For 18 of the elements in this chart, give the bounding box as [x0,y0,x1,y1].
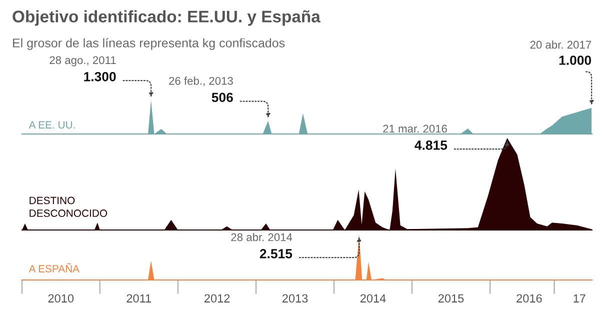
series-label: A ESPAÑA [28,263,80,272]
annotation: 20 abr. 2017 1.000 [530,40,592,65]
annotation: 26 feb., 2013 506 [169,76,233,102]
x-tick-label: 2011 [126,294,151,303]
chart-subtitle: El grosor de las líneas representa kg confiscados [13,38,285,50]
series-label: DESTINO DESCONOCIDO [30,196,108,217]
annotation: 28 ago., 2011 1.300 [50,56,116,82]
x-tick-label: 2014 [360,294,386,303]
annotation: 28 abr. 2014 2.515 [231,232,292,258]
x-tick-label: 2016 [516,294,542,303]
chart-title: Objetivo identificado: EE.UU. y España [12,10,320,26]
x-tick-label: 17 [574,294,586,302]
x-tick-label: 2015 [438,294,464,303]
annotation: 21 mar. 2016 4.815 [383,124,448,150]
x-tick-label: 2010 [48,294,74,303]
series-label: A EE. UU. [28,121,75,129]
x-tick-label: 2013 [282,294,308,303]
x-tick-label: 2012 [204,294,230,303]
